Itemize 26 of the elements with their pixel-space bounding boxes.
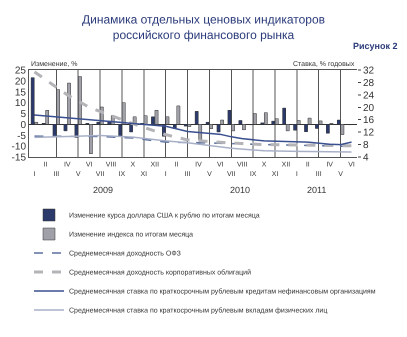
y-tick-label: 20 — [14, 76, 26, 88]
y-tick-label: 5 — [20, 109, 26, 120]
y2-tick-label: 24 — [363, 90, 375, 102]
text: 2010 — [230, 185, 250, 195]
line-series — [34, 134, 352, 153]
y2-tick-label: 12 — [363, 128, 375, 139]
y-tick-label: 25 — [14, 66, 26, 76]
bar — [144, 115, 148, 125]
line-series — [32, 70, 354, 148]
chart-title: Динамика отдельных ценовых индикаторов российского финансового рынка — [82, 12, 325, 42]
y-tick-label: 10 — [14, 98, 26, 110]
text: 2009 — [93, 185, 114, 195]
y2-tick-label: 8 — [363, 140, 369, 152]
y-tick-label: 0 — [20, 120, 26, 131]
text: Рисунок 2 — [353, 41, 398, 51]
y-tick-label: -5 — [17, 130, 26, 142]
y2-tick-label: 16 — [363, 115, 375, 126]
y2-tick-label: 28 — [363, 78, 375, 89]
y2-tick-label: 20 — [363, 102, 375, 114]
text: 2011 — [307, 185, 326, 195]
y-tick-label: -10 — [12, 142, 26, 153]
line-series — [34, 114, 352, 146]
y-tick-label: -15 — [12, 152, 26, 164]
y-tick-label: 15 — [14, 87, 26, 98]
y2-tick-label: 4 — [363, 152, 369, 164]
y2-tick-label: 32 — [363, 66, 375, 76]
